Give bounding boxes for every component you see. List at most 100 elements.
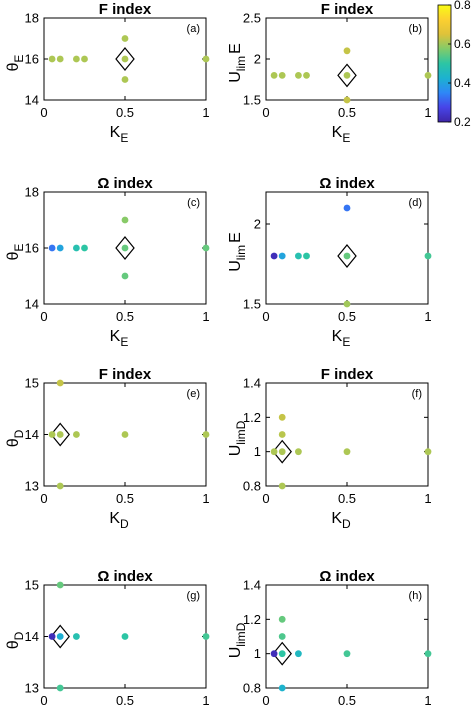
scatter-point: [424, 72, 432, 79]
y-tick-label: 14: [25, 297, 39, 312]
scatter-point: [343, 204, 351, 212]
y-tick-label: 1.2: [243, 612, 261, 627]
y-tick-label: 1.5: [243, 93, 261, 108]
optimum-diamond-marker: [272, 641, 292, 666]
scatter-point: [56, 431, 64, 438]
panel-label: (h): [409, 590, 422, 602]
x-tick-label: 1: [202, 105, 209, 120]
x-tick-label: 1: [424, 491, 431, 506]
x-tick-label: 0.5: [116, 693, 134, 708]
x-tick-label: 0: [262, 309, 269, 324]
panel-label: (d): [409, 197, 422, 209]
optimum-diamond-marker: [115, 236, 135, 260]
optimum-diamond-marker: [337, 244, 357, 268]
scatter-point: [278, 252, 286, 260]
x-tick-label: 1: [424, 693, 431, 708]
y-axis-label: UlimD: [227, 622, 248, 658]
scatter-point: [202, 244, 210, 252]
scatter-point: [270, 650, 278, 658]
scatter-point: [56, 55, 64, 63]
y-axis-label: θE: [5, 244, 26, 261]
scatter-point: [343, 300, 351, 308]
scatter-point: [73, 633, 80, 640]
x-tick-label: 1: [424, 105, 431, 120]
y-tick-label: 2.5: [243, 11, 261, 26]
scatter-point: [81, 55, 88, 63]
x-tick-label: 0: [262, 693, 269, 708]
scatter-point: [278, 448, 286, 456]
x-tick-label: 0: [40, 309, 47, 324]
scatter-point: [278, 413, 286, 421]
optimum-diamond-marker: [337, 63, 357, 88]
y-axis-label: θD: [5, 631, 26, 649]
optimum-diamond-marker: [115, 47, 135, 71]
scatter-point: [295, 650, 302, 658]
x-tick-label: 0.5: [338, 491, 356, 506]
colorbar-gradient: [437, 4, 452, 123]
scatter-point: [343, 96, 351, 104]
plot-area: [265, 382, 429, 487]
scatter-point: [56, 482, 64, 490]
panel-c: 0 0.5 1 14 16 18 Ω index (c) KE θE: [5, 175, 210, 349]
scatter-point: [343, 252, 351, 260]
y-tick-label: 14: [25, 427, 39, 442]
scatter-point: [202, 55, 210, 63]
scatter-point: [81, 244, 88, 252]
panel-title: Ω index: [319, 175, 375, 192]
scatter-point: [202, 431, 210, 438]
scatter-point: [48, 244, 56, 252]
x-tick-label: 0: [40, 693, 47, 708]
y-tick-label: 14: [25, 93, 39, 108]
colorbar-tick-label: 0.8: [454, 0, 471, 12]
y-tick-label: 15: [25, 376, 39, 391]
scatter-point: [270, 448, 278, 456]
y-tick-label: 2: [254, 52, 261, 67]
panel-title: F index: [321, 1, 374, 18]
y-tick-label: 13: [25, 681, 39, 696]
optimum-diamond-marker: [272, 439, 292, 464]
x-tick-label: 0: [40, 491, 47, 506]
y-axis-label: θE: [5, 55, 26, 72]
x-tick-label: 0: [262, 105, 269, 120]
scatter-point: [278, 684, 286, 692]
panel-label: (c): [187, 197, 200, 209]
y-tick-label: 1.5: [243, 297, 261, 312]
panel-label: (f): [412, 388, 422, 400]
optimum-diamond-marker: [50, 624, 70, 649]
scatter-point: [121, 55, 129, 63]
y-tick-label: 1: [254, 444, 261, 459]
y-tick-label: 18: [25, 11, 39, 26]
y-tick-label: 16: [25, 241, 39, 256]
x-tick-label: 0.5: [338, 309, 356, 324]
panel-title: Ω index: [97, 175, 153, 192]
scatter-point: [303, 252, 310, 260]
y-tick-label: 1: [254, 646, 261, 661]
optimum-diamond-marker: [50, 422, 70, 447]
scatter-point: [278, 72, 286, 79]
scatter-point: [424, 448, 432, 456]
scatter-point: [424, 650, 432, 658]
scatter-point: [73, 431, 80, 438]
scatter-point: [121, 431, 129, 438]
colorbar: 0.8 0.6 0.4 0.2: [437, 0, 471, 129]
scatter-point: [343, 72, 351, 79]
panel-f: 0 0.5 1 0.8 1 1.2 1.4 F index (f) KD UlimD: [227, 366, 432, 531]
scatter-point: [48, 633, 56, 640]
scatter-point: [56, 633, 64, 640]
y-tick-label: 14: [25, 629, 39, 644]
scatter-point: [295, 448, 302, 456]
scatter-point: [343, 448, 351, 456]
scatter-point: [202, 633, 210, 640]
panel-label: (e): [187, 388, 200, 400]
scatter-point: [121, 244, 129, 252]
scatter-point: [121, 216, 129, 224]
panel-e: 0 0.5 1 13 14 15 F index (e) KD θD: [5, 366, 210, 531]
x-axis-label: KE: [110, 124, 129, 145]
scatter-point: [278, 615, 286, 623]
panel-title: Ω index: [97, 568, 153, 585]
y-tick-label: 1.2: [243, 410, 261, 425]
y-tick-label: 2: [254, 217, 261, 232]
